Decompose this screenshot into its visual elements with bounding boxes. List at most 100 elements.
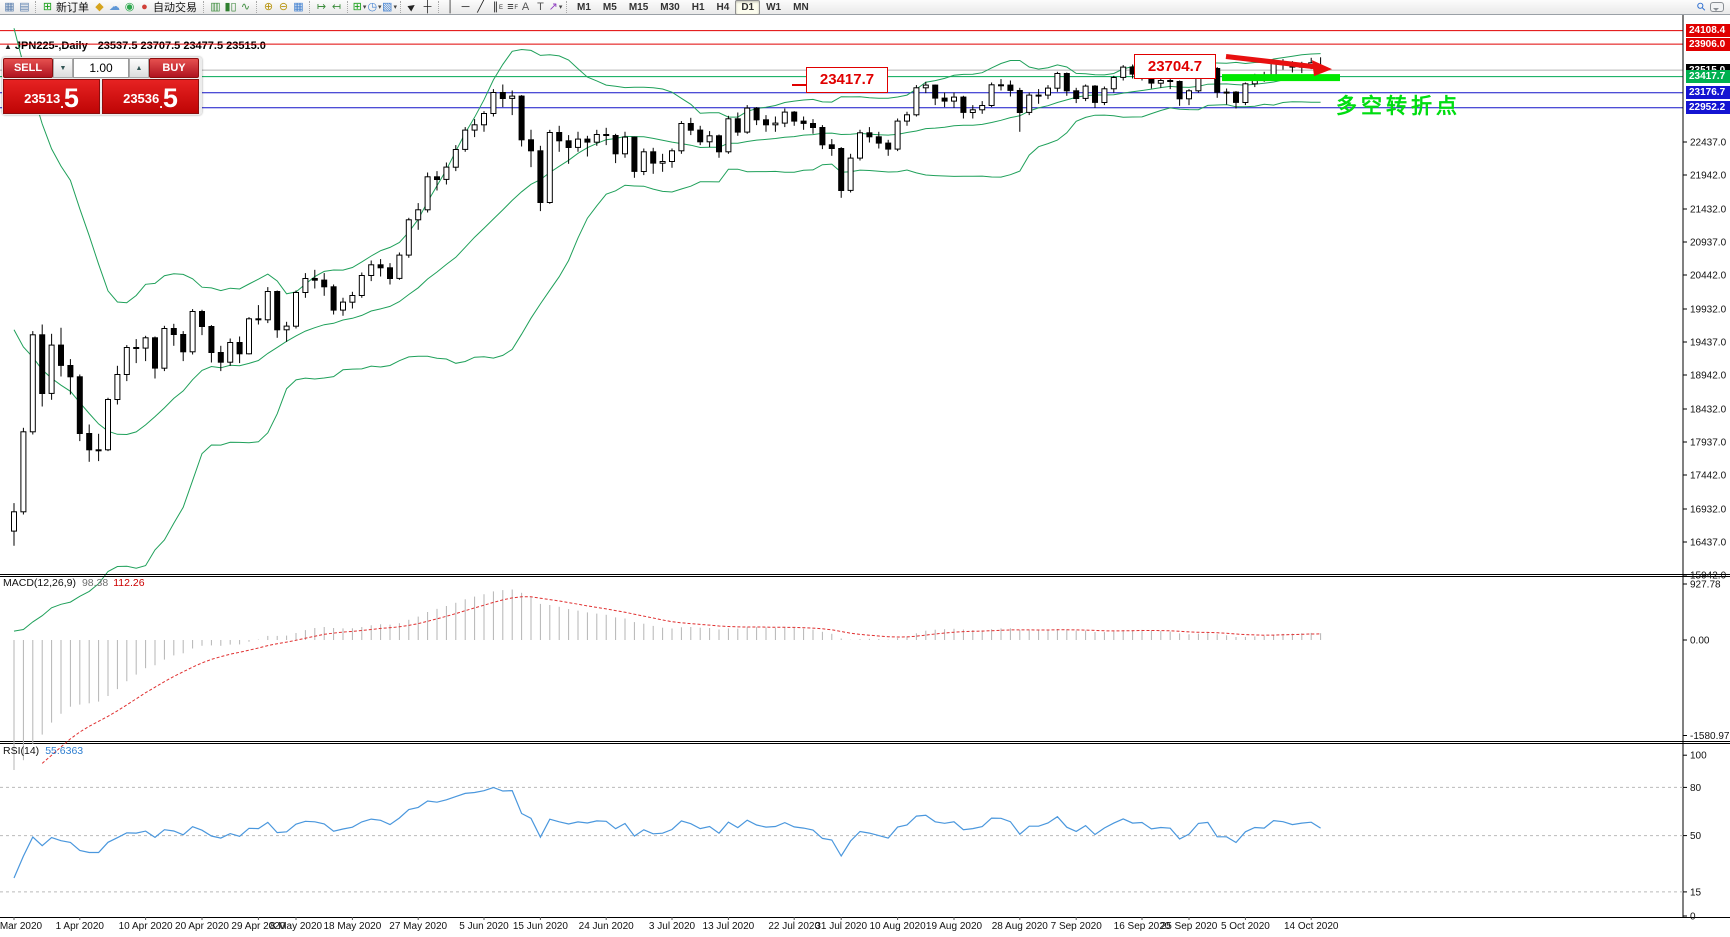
date-label: 28 Aug 2020 bbox=[992, 921, 1049, 932]
arrows-button[interactable]: ↗ ▾ bbox=[548, 0, 563, 13]
timeframe-w1[interactable]: W1 bbox=[766, 1, 782, 13]
price-callout-23417[interactable]: 23417.7 bbox=[806, 66, 888, 93]
price-callout-23704[interactable]: 23704.7 bbox=[1134, 54, 1216, 80]
tile-windows-icon[interactable]: ▦ bbox=[293, 0, 304, 13]
rsi-title: RSI(14) bbox=[3, 745, 40, 757]
crosshair-icon[interactable]: ┼ bbox=[423, 0, 432, 13]
timeframe-m15[interactable]: M15 bbox=[628, 1, 649, 13]
chat-icon[interactable] bbox=[1710, 2, 1724, 12]
auto-scroll-icon[interactable]: ↦ bbox=[316, 0, 327, 13]
chart-window-icon[interactable]: ▦ bbox=[4, 0, 15, 13]
price-axis-ticks: 22437.0 21942.0 21432.0 20937.0 20442.0 19932… bbox=[1683, 138, 1727, 582]
buy-button[interactable]: BUY bbox=[149, 58, 199, 78]
bar-chart-icon[interactable]: ▥ bbox=[210, 0, 221, 13]
timeframe-m1[interactable]: M1 bbox=[577, 1, 591, 13]
macd-indicator-label: MACD(12,26,9) 98.38 112.26 bbox=[3, 577, 145, 589]
volume-decrease-button[interactable]: ▼ bbox=[53, 58, 73, 78]
date-label: 23 Mar 2020 bbox=[0, 921, 43, 932]
signals-icon[interactable]: ◉ bbox=[124, 0, 135, 13]
svg-text:22437.0: 22437.0 bbox=[1690, 138, 1727, 149]
collapse-panel-icon[interactable]: ▲ bbox=[4, 42, 12, 51]
axis-level-box-22952.2: 22952.2 bbox=[1686, 101, 1730, 115]
terminal-icon[interactable]: ☁ bbox=[109, 0, 120, 13]
cn-annotation-text[interactable]: 多空转折点 bbox=[1336, 95, 1461, 119]
axis-level-box-24108.4: 24108.4 bbox=[1686, 24, 1730, 38]
new-order-button-group[interactable]: ⊞ 新订单 bbox=[40, 0, 92, 15]
price-callout-dash bbox=[792, 83, 806, 86]
search-icon[interactable]: ⚲ bbox=[1695, 0, 1710, 14]
text-label-icon[interactable]: T bbox=[537, 0, 544, 13]
sell-price-panel[interactable]: 23513. 5 bbox=[3, 79, 100, 114]
support-bar-annotation[interactable] bbox=[1222, 74, 1340, 82]
date-label: 22 Jul 2020 bbox=[768, 921, 820, 932]
svg-text:-1580.97: -1580.97 bbox=[1690, 731, 1730, 742]
timeframe-mn[interactable]: MN bbox=[793, 1, 809, 13]
text-icon[interactable]: A bbox=[521, 0, 530, 13]
timeframe-m30[interactable]: M30 bbox=[660, 1, 680, 13]
zoom-in-icon[interactable]: ⊕ bbox=[263, 0, 274, 13]
timeframe-m5[interactable]: M5 bbox=[602, 1, 617, 13]
timeframe-h1[interactable]: H1 bbox=[691, 1, 705, 13]
svg-text:0: 0 bbox=[1690, 912, 1696, 923]
metaeditor-icon[interactable]: ◆ bbox=[95, 0, 104, 13]
templates-button[interactable]: ▧ ▾ bbox=[382, 0, 397, 13]
svg-text:15942.0: 15942.0 bbox=[1690, 571, 1727, 582]
autotrading-button-label: 自动交易 bbox=[153, 2, 197, 14]
cursor-icon[interactable]: ► bbox=[404, 0, 421, 15]
svg-text:927.78: 927.78 bbox=[1690, 580, 1721, 591]
periods-button[interactable]: ◷ ▾ bbox=[367, 0, 382, 13]
vertical-line-icon[interactable]: │ bbox=[447, 0, 454, 13]
sell-button[interactable]: SELL bbox=[3, 58, 53, 78]
chart-shift-icon[interactable]: ↤ bbox=[331, 0, 342, 13]
axis-level-box-23906.0: 23906.0 bbox=[1686, 37, 1730, 51]
svg-text:20937.0: 20937.0 bbox=[1690, 238, 1727, 249]
fibonacci-icon[interactable]: ≡ F bbox=[507, 0, 518, 13]
channel-icon[interactable]: ∥ E bbox=[492, 0, 503, 13]
svg-text:18432.0: 18432.0 bbox=[1690, 405, 1727, 416]
svg-text:15: 15 bbox=[1690, 887, 1702, 898]
horizontal-line-icon[interactable]: ─ bbox=[461, 0, 470, 13]
zoom-out-icon[interactable]: ⊖ bbox=[278, 0, 289, 13]
indicators-button[interactable]: ⊞ ▾ bbox=[352, 0, 367, 13]
buy-price-frac: 5 bbox=[162, 83, 178, 113]
buy-price-panel[interactable]: 23536. 5 bbox=[102, 79, 199, 114]
svg-text:80: 80 bbox=[1690, 783, 1702, 794]
candle-chart-icon[interactable]: ▮▯ bbox=[224, 0, 237, 13]
svg-text:21432.0: 21432.0 bbox=[1690, 205, 1727, 216]
date-label: 16 Sep 2020 bbox=[1114, 921, 1171, 932]
trendline-icon[interactable]: ╱ bbox=[477, 0, 484, 13]
toolbar: ▦ ▤ ⊞ 新订单 ◆ ☁ ◉ ● 自动交易 ▥ ▮▯ ∿ ⊕ ⊖ ▦ ↦ ↤ ⊞ ▾ ◷ ▾ ▧ ▾ ► ┼ │ ─ ╱ ∥ E ≡ F A T… bbox=[0, 0, 1730, 15]
chart-title: ▲ JPN225-,Daily 23537.5 23707.5 23477.5 23… bbox=[4, 36, 266, 54]
svg-text:0.00: 0.00 bbox=[1690, 636, 1710, 647]
macd-signal-line bbox=[41, 596, 1321, 764]
macd-axis-ticks: 927.78 0.00 -1580.97 bbox=[1683, 580, 1730, 742]
svg-text:19932.0: 19932.0 bbox=[1690, 305, 1727, 316]
one-click-trade-panel: SELL ▼ ▲ BUY 23513.5 23536.5 bbox=[2, 57, 202, 115]
autotrading-button-group[interactable]: ● 自动交易 bbox=[137, 0, 200, 15]
symbol-period-label: JPN225-,Daily bbox=[14, 40, 88, 52]
date-label: 19 Aug 2020 bbox=[926, 921, 983, 932]
sell-price-int: 23513 bbox=[24, 91, 61, 106]
date-label: 7 Sep 2020 bbox=[1051, 921, 1103, 932]
svg-text:17937.0: 17937.0 bbox=[1690, 438, 1727, 449]
date-label: 13 Jul 2020 bbox=[703, 921, 755, 932]
market-watch-icon[interactable]: ▤ bbox=[19, 0, 30, 13]
line-chart-icon[interactable]: ∿ bbox=[240, 0, 251, 13]
timeframe-d1[interactable]: D1 bbox=[735, 0, 761, 15]
chart-canvas[interactable]: ▲ JPN225-,Daily 23537.5 23707.5 23477.5 23… bbox=[0, 15, 1730, 937]
autotrading-button[interactable]: ● bbox=[141, 0, 148, 13]
date-label: 8 May 2020 bbox=[270, 921, 323, 932]
timeframe-h4[interactable]: H4 bbox=[716, 1, 730, 13]
volume-input[interactable] bbox=[73, 58, 129, 78]
svg-text:16437.0: 16437.0 bbox=[1690, 538, 1727, 549]
volume-increase-button[interactable]: ▲ bbox=[129, 58, 149, 78]
date-label: 25 Sep 2020 bbox=[1161, 921, 1218, 932]
toolbar-separator bbox=[438, 1, 440, 13]
candles bbox=[11, 57, 1324, 546]
svg-text:16932.0: 16932.0 bbox=[1690, 505, 1727, 516]
date-label: 14 Oct 2020 bbox=[1284, 921, 1339, 932]
new-order-button[interactable]: ⊞ bbox=[42, 0, 53, 13]
down-arrow-annotation[interactable] bbox=[1225, 54, 1332, 77]
